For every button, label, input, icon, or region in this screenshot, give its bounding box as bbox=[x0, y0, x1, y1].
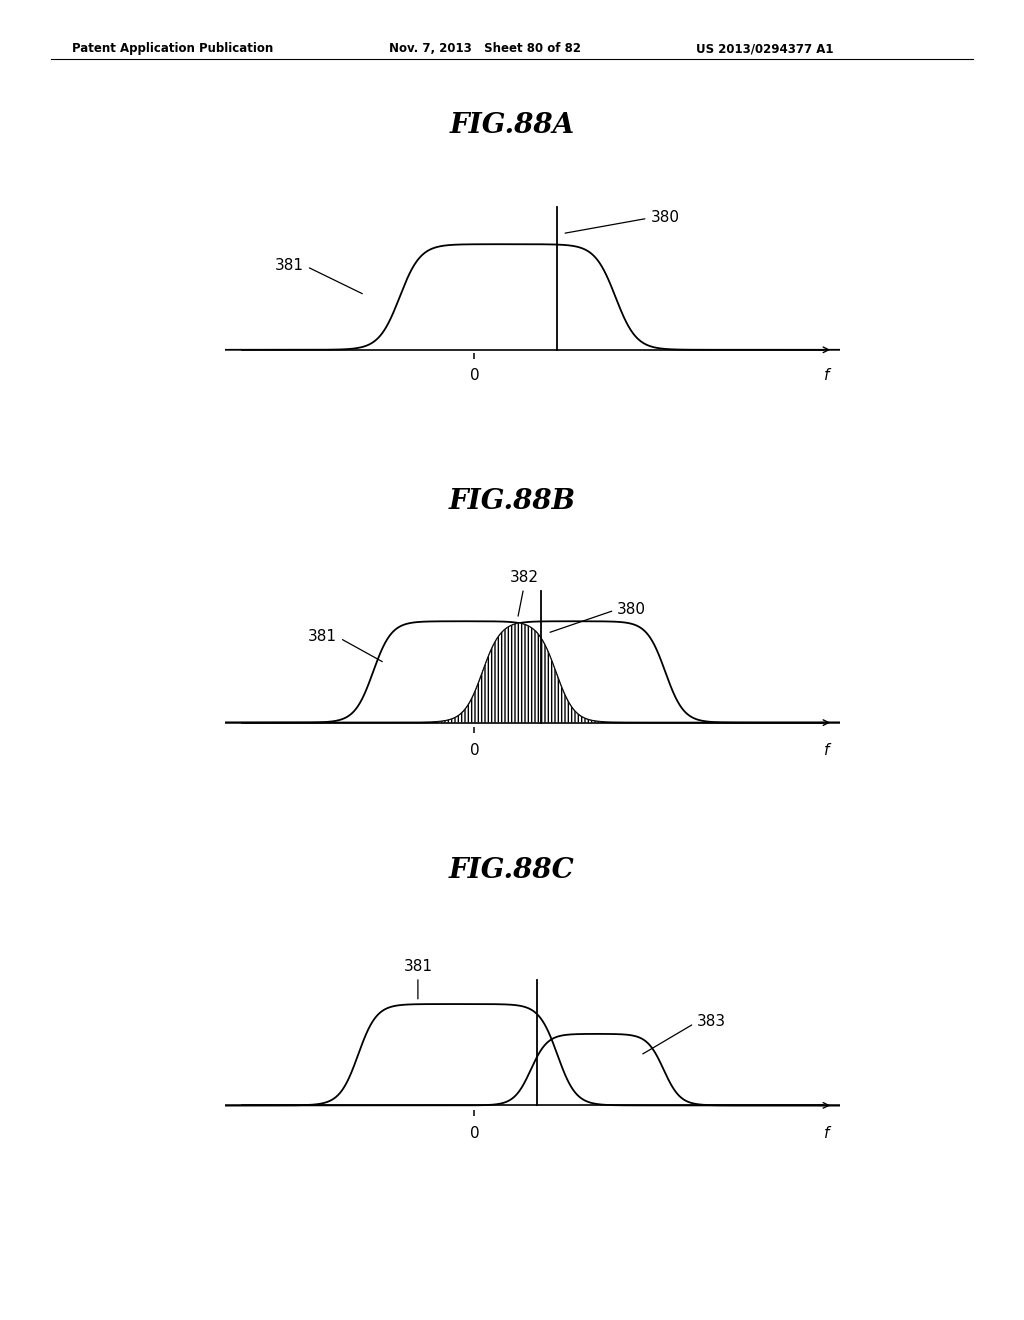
Text: 381: 381 bbox=[275, 257, 362, 293]
Text: FIG.88C: FIG.88C bbox=[450, 858, 574, 884]
Text: Patent Application Publication: Patent Application Publication bbox=[72, 42, 273, 55]
Text: 0: 0 bbox=[470, 368, 479, 383]
Text: Nov. 7, 2013   Sheet 80 of 82: Nov. 7, 2013 Sheet 80 of 82 bbox=[389, 42, 582, 55]
Text: 0: 0 bbox=[470, 1126, 479, 1140]
Text: f: f bbox=[823, 743, 829, 758]
Text: 380: 380 bbox=[565, 210, 679, 234]
Text: FIG.88B: FIG.88B bbox=[449, 488, 575, 515]
Text: f: f bbox=[823, 1126, 829, 1140]
Text: f: f bbox=[823, 368, 829, 383]
Text: 380: 380 bbox=[550, 602, 646, 632]
Text: 0: 0 bbox=[470, 743, 479, 758]
Text: US 2013/0294377 A1: US 2013/0294377 A1 bbox=[696, 42, 834, 55]
Text: FIG.88A: FIG.88A bbox=[450, 112, 574, 139]
Text: 383: 383 bbox=[643, 1015, 726, 1053]
Text: 382: 382 bbox=[510, 570, 539, 616]
Text: 381: 381 bbox=[403, 960, 432, 999]
Text: 381: 381 bbox=[308, 630, 382, 661]
